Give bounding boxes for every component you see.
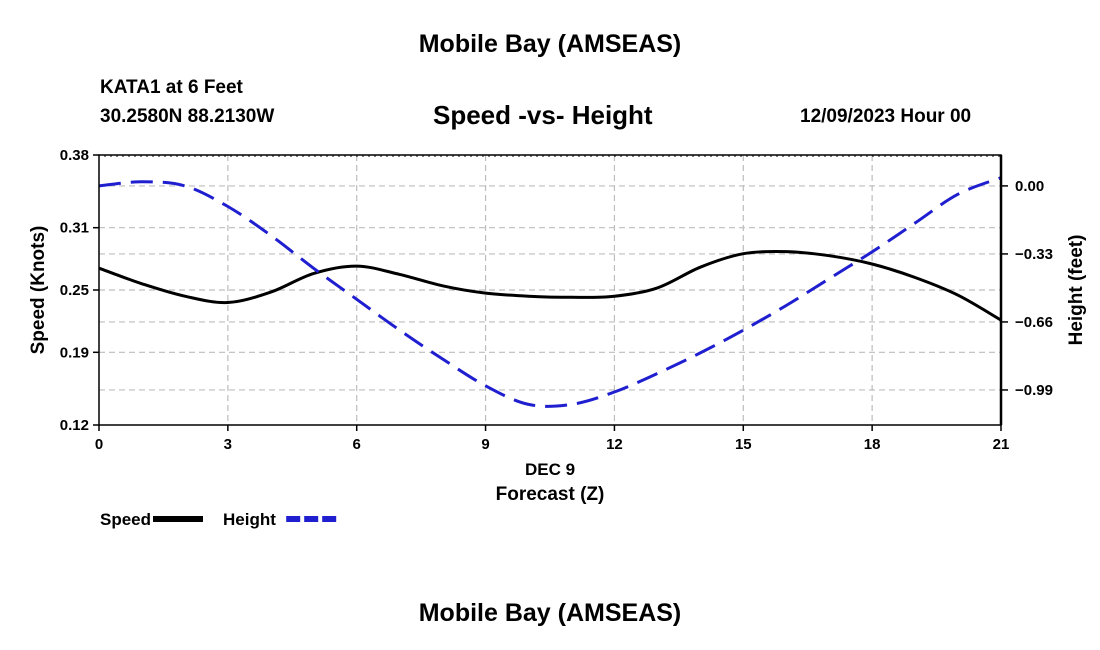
y-tick-label: 0.19 — [60, 344, 89, 361]
axis-labels: DEC 9 Forecast (Z) Speed (Knots) Height … — [28, 226, 1087, 505]
x-tick-label: 6 — [353, 436, 361, 453]
y-tick-label: 0.12 — [60, 417, 89, 434]
series-line-speed — [98, 249, 1002, 322]
series-line-height — [98, 176, 1002, 408]
legend: Speed Height — [100, 510, 337, 529]
y2-axis-title: Height (feet) — [1066, 235, 1087, 346]
y-tick-label: 0.38 — [60, 147, 89, 164]
legend-label-speed: Speed — [100, 510, 151, 529]
axis-ticks: 0 3 6 9 12 15 18 21 0.12 0.19 0.25 0.31 0.38 0.00 −0.3… — [60, 147, 1053, 453]
y2-tick-label: −0.66 — [1015, 314, 1053, 331]
x-tick-label: 9 — [481, 436, 489, 453]
x-label-date: DEC 9 — [525, 460, 575, 479]
y2-tick-label: 0.00 — [1015, 178, 1044, 195]
forecast-datetime: 12/09/2023 Hour 00 — [800, 106, 972, 127]
x-tick-label: 18 — [864, 436, 881, 453]
x-tick-label: 3 — [224, 436, 232, 453]
y2-tick-label: −0.99 — [1015, 382, 1053, 399]
y-tick-label: 0.31 — [60, 220, 89, 237]
y-tick-label: 0.25 — [60, 282, 89, 299]
chart-subtitle: Speed -vs- Height — [433, 100, 653, 130]
coordinates-label: 30.2580N 88.2130W — [100, 106, 275, 127]
grid-lines — [99, 155, 1001, 425]
series-lines — [98, 176, 1002, 408]
x-tick-label: 15 — [735, 436, 752, 453]
bottom-title: Mobile Bay (AMSEAS) — [418, 599, 682, 627]
y-axis-title: Speed (Knots) — [28, 226, 49, 355]
page-title: Mobile Bay (AMSEAS) — [418, 30, 682, 58]
x-tick-label: 21 — [993, 436, 1010, 453]
x-tick-label: 0 — [95, 436, 103, 453]
station-label: KATA1 at 6 Feet — [100, 77, 243, 98]
x-axis-title: Forecast (Z) — [496, 484, 605, 505]
x-tick-label: 12 — [606, 436, 623, 453]
legend-label-height: Height — [223, 510, 276, 529]
y2-tick-label: −0.33 — [1015, 246, 1053, 263]
